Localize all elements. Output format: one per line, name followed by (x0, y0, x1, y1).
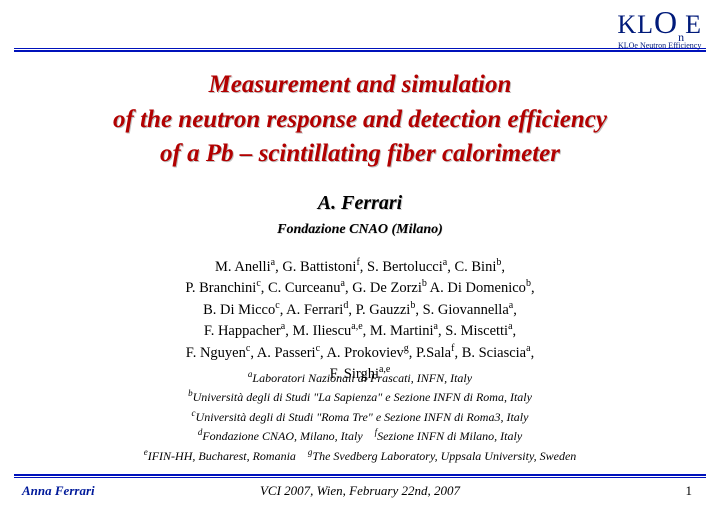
logo-big-o: O (654, 4, 678, 40)
logo-subscript-n: n (678, 30, 685, 44)
slide-title: Measurement and simulation of the neutro… (0, 68, 720, 172)
title-line-3: of a Pb – scintillating fiber calorimete… (0, 137, 720, 172)
title-line-1: Measurement and simulation (0, 68, 720, 103)
page-number: 1 (686, 483, 693, 499)
footer-venue: VCI 2007, Wien, February 22nd, 2007 (0, 483, 720, 499)
experiment-logo: KLOnE KLOe Neutron Efficiency (617, 6, 702, 50)
author-list: M. Anellia, G. Battistonif, S. Bertolucc… (60, 256, 660, 384)
footer: Anna Ferrari VCI 2007, Wien, February 22… (0, 483, 720, 501)
presenter-name: A. Ferrari (0, 192, 720, 215)
footer-divider (14, 474, 706, 478)
logo-prefix: KL (617, 10, 654, 39)
logo-main: KLOnE (617, 6, 702, 41)
header-divider (14, 48, 706, 52)
affiliation-list: aLaboratori Nazionali di Frascati, INFN,… (40, 368, 680, 465)
title-line-2: of the neutron response and detection ef… (0, 103, 720, 138)
presenter-affiliation: Fondazione CNAO (Milano) (0, 222, 720, 238)
logo-suffix: E (685, 10, 702, 39)
